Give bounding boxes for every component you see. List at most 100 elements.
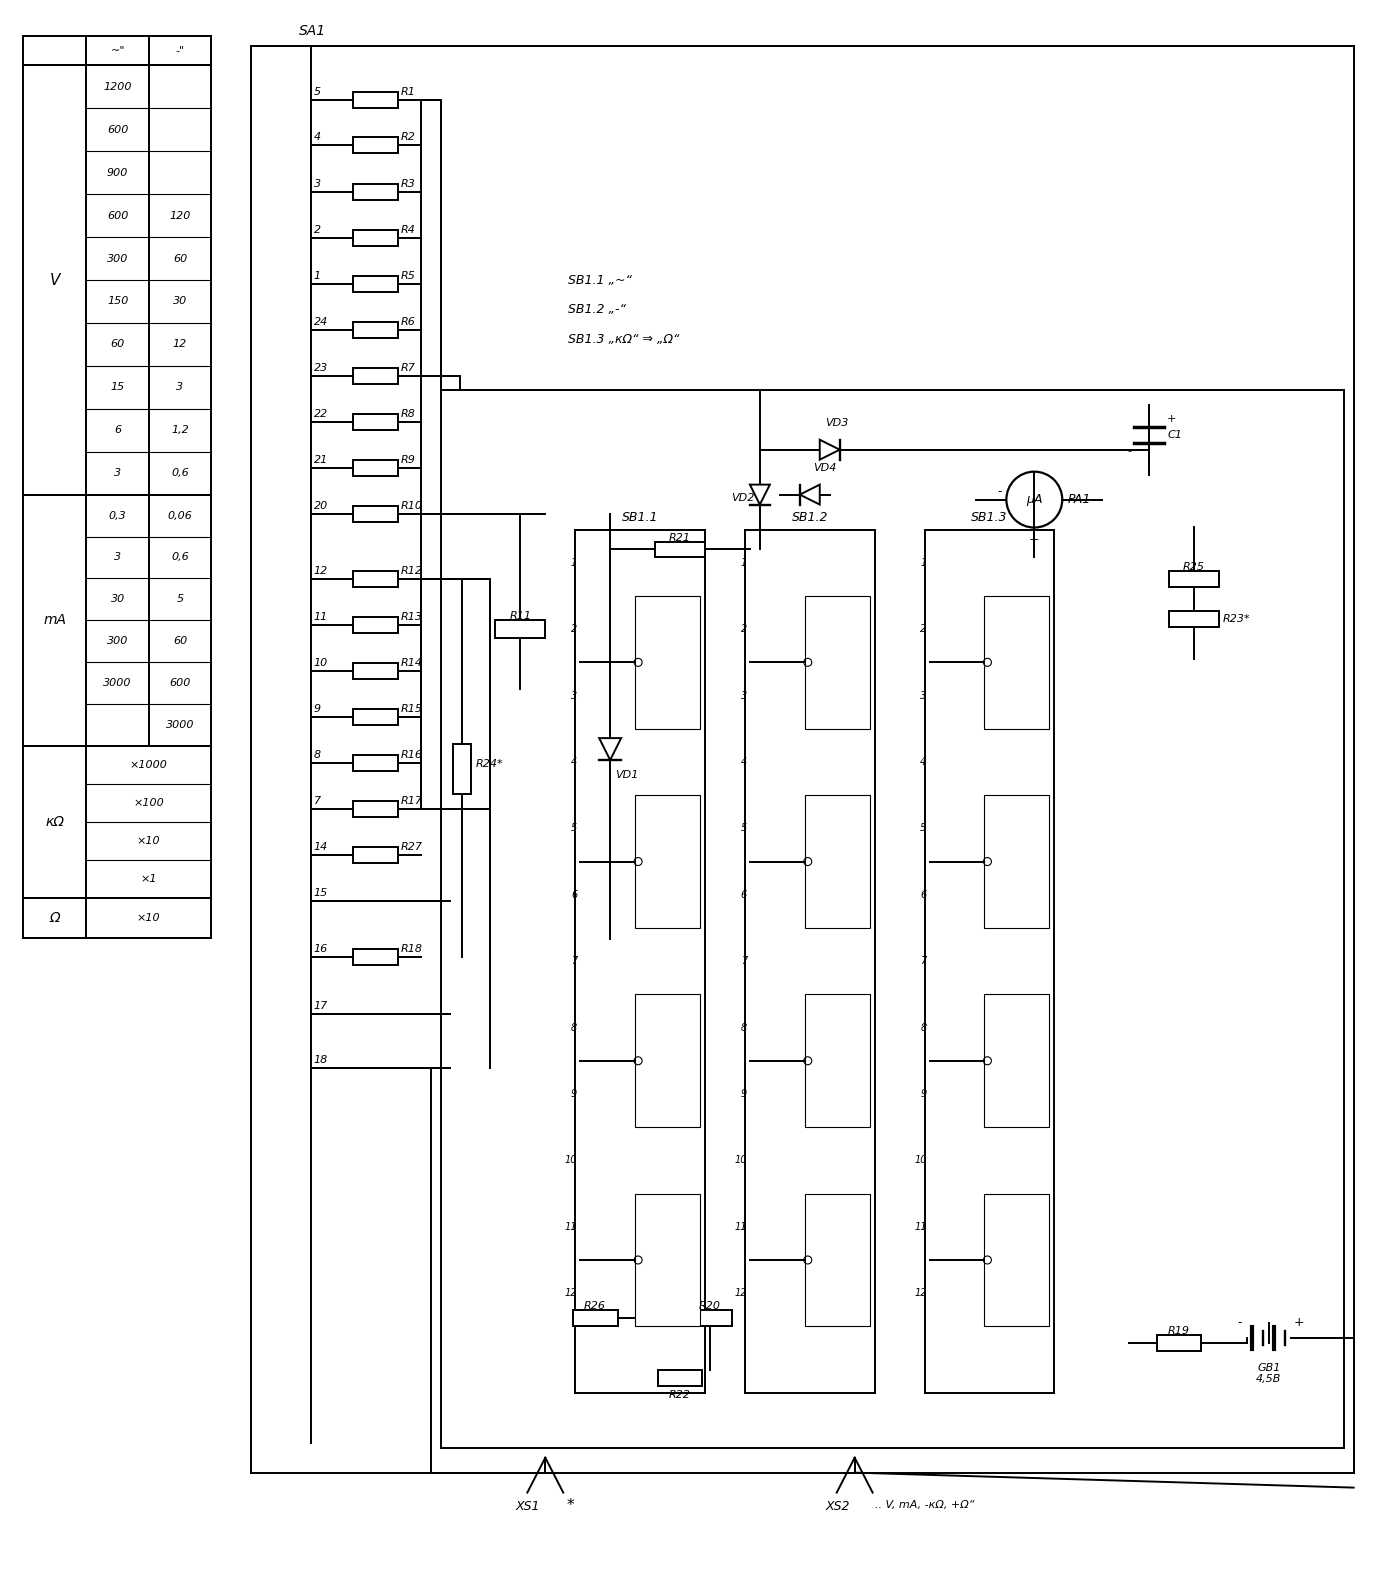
Bar (804, 596, 869, 729)
Text: R26: R26 (584, 1301, 606, 1311)
Text: 2: 2 (572, 624, 577, 634)
Text: VD3: VD3 (825, 418, 848, 427)
Bar (353, 505, 399, 521)
Text: 0,6: 0,6 (172, 469, 188, 478)
Text: R10: R10 (401, 501, 424, 510)
Text: R19: R19 (1168, 1325, 1190, 1336)
Text: 60: 60 (173, 636, 187, 647)
Text: 10: 10 (735, 1155, 747, 1165)
Bar (984, 596, 1049, 729)
Text: ×10: ×10 (137, 912, 161, 923)
Text: μA: μA (1026, 493, 1042, 505)
Text: R7: R7 (401, 362, 417, 373)
Text: R16: R16 (401, 750, 424, 760)
Bar (353, 230, 399, 246)
Text: 5: 5 (740, 823, 747, 833)
Text: C1: C1 (1167, 429, 1182, 440)
Text: кΩ: кΩ (46, 815, 64, 829)
Text: SB1.3: SB1.3 (972, 512, 1008, 524)
Text: .. V, mA, -кΩ, +Ω“: .. V, mA, -кΩ, +Ω“ (875, 1500, 974, 1510)
Text: 9: 9 (314, 704, 321, 713)
Text: 60: 60 (173, 254, 187, 264)
Text: -: - (1127, 445, 1131, 456)
Text: R1: R1 (401, 87, 417, 97)
Polygon shape (819, 440, 840, 459)
Text: VD4: VD4 (812, 462, 836, 472)
Text: 11: 11 (913, 1222, 926, 1231)
Text: 8: 8 (572, 1023, 577, 1033)
Text: R14: R14 (401, 658, 424, 669)
Text: 4: 4 (314, 132, 321, 143)
Text: 6: 6 (740, 890, 747, 899)
Text: *: * (566, 1497, 574, 1513)
Text: 10: 10 (913, 1155, 926, 1165)
Text: ×100: ×100 (133, 798, 163, 807)
Bar (353, 709, 399, 725)
Text: 3: 3 (113, 553, 122, 563)
Text: 9: 9 (572, 1088, 577, 1100)
Text: 12: 12 (314, 566, 328, 577)
Text: 0,6: 0,6 (172, 553, 188, 563)
Bar (804, 794, 869, 928)
Bar (353, 323, 399, 338)
Text: 7: 7 (920, 957, 926, 966)
Text: SB1.3 „кΩ“ ⇒ „Ω“: SB1.3 „кΩ“ ⇒ „Ω“ (569, 334, 680, 346)
Text: 12: 12 (565, 1289, 577, 1298)
Text: 8: 8 (740, 1023, 747, 1033)
Text: 1200: 1200 (104, 83, 131, 92)
Text: 5: 5 (177, 594, 184, 604)
Bar (353, 369, 399, 385)
Text: 11: 11 (314, 612, 328, 623)
Text: 11: 11 (565, 1222, 577, 1231)
Bar (353, 137, 399, 153)
Bar (1169, 612, 1219, 628)
Text: 15: 15 (111, 383, 125, 392)
Bar (353, 847, 399, 863)
Text: 11: 11 (735, 1222, 747, 1231)
Bar (353, 618, 399, 634)
Bar (635, 995, 700, 1127)
Text: 30: 30 (173, 297, 187, 307)
Text: R9: R9 (401, 454, 417, 464)
Text: R17: R17 (401, 796, 424, 806)
Text: 8: 8 (314, 750, 321, 760)
Text: 7: 7 (314, 796, 321, 806)
Bar (688, 1309, 732, 1325)
Text: 22: 22 (314, 408, 328, 419)
Text: 15: 15 (314, 888, 328, 898)
Bar (573, 1309, 617, 1325)
Text: 60: 60 (111, 340, 125, 350)
Text: 4: 4 (740, 756, 747, 767)
Bar (984, 995, 1049, 1127)
Bar (353, 459, 399, 475)
Bar (984, 1193, 1049, 1327)
Text: 5: 5 (920, 823, 926, 833)
Text: -": -" (176, 46, 184, 56)
Bar (655, 542, 704, 558)
Text: 24: 24 (314, 316, 328, 327)
Text: mA: mA (43, 613, 66, 628)
Text: 3000: 3000 (104, 679, 131, 688)
Text: -: - (996, 485, 1002, 497)
Text: SB1.2: SB1.2 (792, 512, 828, 524)
Bar (635, 1193, 700, 1327)
Text: PA1: PA1 (1067, 493, 1091, 505)
Text: 600: 600 (107, 211, 129, 221)
Text: +: + (1167, 413, 1176, 424)
Bar (1169, 572, 1219, 588)
Text: 900: 900 (107, 168, 129, 178)
Text: R3: R3 (401, 180, 417, 189)
Text: V: V (50, 273, 60, 288)
Text: 4: 4 (920, 756, 926, 767)
Text: R22: R22 (668, 1390, 691, 1400)
Bar (635, 794, 700, 928)
Text: 3: 3 (177, 383, 184, 392)
Bar (353, 663, 399, 679)
Text: 3: 3 (113, 469, 122, 478)
Text: 6: 6 (572, 890, 577, 899)
Text: 9: 9 (920, 1088, 926, 1100)
Text: XS2: XS2 (825, 1500, 850, 1513)
Bar (1157, 1335, 1201, 1351)
Text: R15: R15 (401, 704, 424, 713)
Text: R21: R21 (668, 532, 691, 542)
